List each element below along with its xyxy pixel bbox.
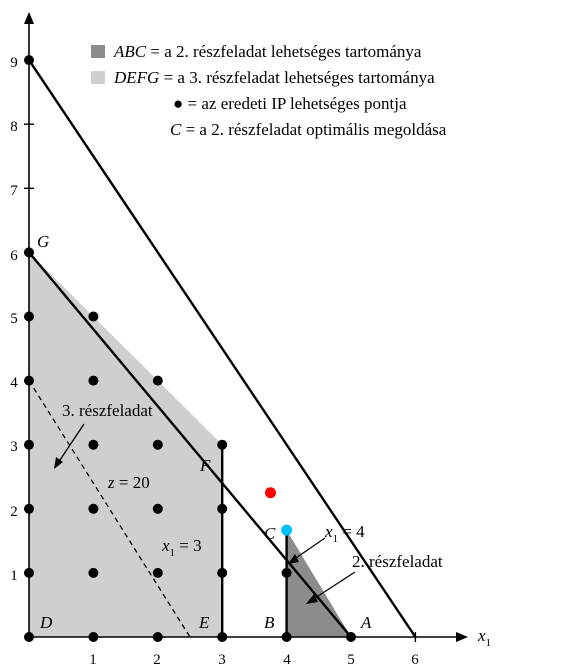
lattice-point — [24, 567, 34, 578]
point-label-c: C — [264, 524, 276, 543]
lattice-point — [88, 503, 99, 514]
x-tick-label: 5 — [347, 652, 355, 668]
legend-item-abc: ABC = a 2. részfeladat lehetséges tartom… — [113, 42, 422, 61]
lattice-point — [24, 632, 34, 642]
legend-item-optimal: C = a 2. részfeladat optimális megoldása — [170, 120, 447, 139]
x1-equals-4-arrow — [292, 537, 326, 561]
y-tick-label: 9 — [10, 55, 18, 71]
lattice-point — [88, 375, 99, 386]
lattice-point — [88, 632, 99, 642]
lattice-point — [152, 567, 163, 578]
y-tick-label: 3 — [10, 439, 18, 455]
x-axis-arrow-icon — [456, 632, 468, 642]
point-label-b: B — [264, 613, 275, 632]
optimal-point-c — [281, 524, 293, 536]
point-label-d: D — [39, 613, 53, 632]
z-equals-20-label: z = 20 — [107, 473, 150, 492]
lattice-point — [24, 439, 34, 450]
lattice-point — [24, 503, 34, 514]
x-tick-label: 4 — [283, 652, 291, 668]
x-tick-label: 6 — [411, 652, 419, 668]
lattice-point — [152, 503, 163, 514]
lattice-point — [152, 632, 163, 642]
point-label-f: F — [199, 456, 211, 475]
z20-dashed-line — [28, 380, 191, 638]
legend-swatch-defg — [91, 71, 105, 84]
x-tick-label: 2 — [153, 652, 161, 668]
arrowhead-icon — [54, 457, 63, 469]
point-label-a: A — [360, 613, 372, 632]
subproblem-3-arrow — [57, 423, 85, 464]
lattice-point — [217, 439, 228, 450]
x-tick-labels: 1 2 3 4 5 6 — [89, 652, 419, 668]
legend-item-defg: DEFG = a 3. részfeladat lehetséges tarto… — [113, 68, 435, 87]
y-tick-label: 6 — [10, 248, 18, 264]
subproblem-3-label: 3. részfeladat — [62, 401, 153, 420]
lattice-point — [217, 632, 228, 642]
lattice-points — [24, 55, 356, 642]
lattice-point — [217, 503, 228, 514]
lattice-point — [152, 375, 163, 386]
x-tick-label: 3 — [218, 652, 226, 668]
y-tick-label: 7 — [10, 183, 18, 199]
x1-equals-4-label: x1 = 4 — [324, 522, 365, 545]
point-label-e: E — [198, 613, 210, 632]
y-axis-arrow-icon — [24, 12, 34, 24]
lattice-point — [152, 439, 163, 450]
lattice-point — [24, 311, 34, 322]
lattice-point — [24, 247, 34, 258]
lattice-point — [24, 55, 34, 66]
y-tick-label: 5 — [10, 311, 18, 327]
subproblem-2-label: 2. részfeladat — [352, 552, 443, 571]
y-tick-labels: 1 2 3 4 5 6 7 8 9 — [10, 55, 18, 584]
region-defg — [29, 252, 223, 637]
x1-equals-3-label: x1 = 3 — [161, 536, 202, 559]
constraint-line-1 — [28, 59, 417, 638]
arrowhead-icon — [288, 554, 299, 564]
legend-swatch-abc — [91, 45, 105, 58]
y-tick-label: 1 — [10, 568, 18, 584]
arrowhead-icon — [306, 594, 318, 604]
x-tick-label: 1 — [89, 652, 97, 668]
lattice-point — [88, 311, 99, 322]
lattice-point — [281, 632, 292, 642]
lattice-point — [346, 632, 356, 642]
legend-item-ip-point: ● = az eredeti IP lehetséges pontja — [173, 94, 407, 113]
lattice-point — [217, 567, 228, 578]
region-abc — [286, 530, 351, 637]
intersection-point — [265, 487, 276, 499]
y-tick-label: 2 — [10, 504, 18, 520]
subproblem-2-arrow — [311, 571, 356, 601]
lattice-point — [24, 375, 34, 386]
lattice-point — [88, 439, 99, 450]
y-tick-label: 4 — [10, 375, 18, 391]
point-label-g: G — [37, 232, 49, 251]
lattice-point — [88, 567, 99, 578]
lattice-point — [281, 567, 292, 578]
y-tick-label: 8 — [10, 119, 18, 135]
legend: ABC = a 2. részfeladat lehetséges tartom… — [91, 42, 447, 139]
x-axis-label: x1 — [477, 626, 491, 649]
constraint-line-2 — [28, 251, 352, 638]
